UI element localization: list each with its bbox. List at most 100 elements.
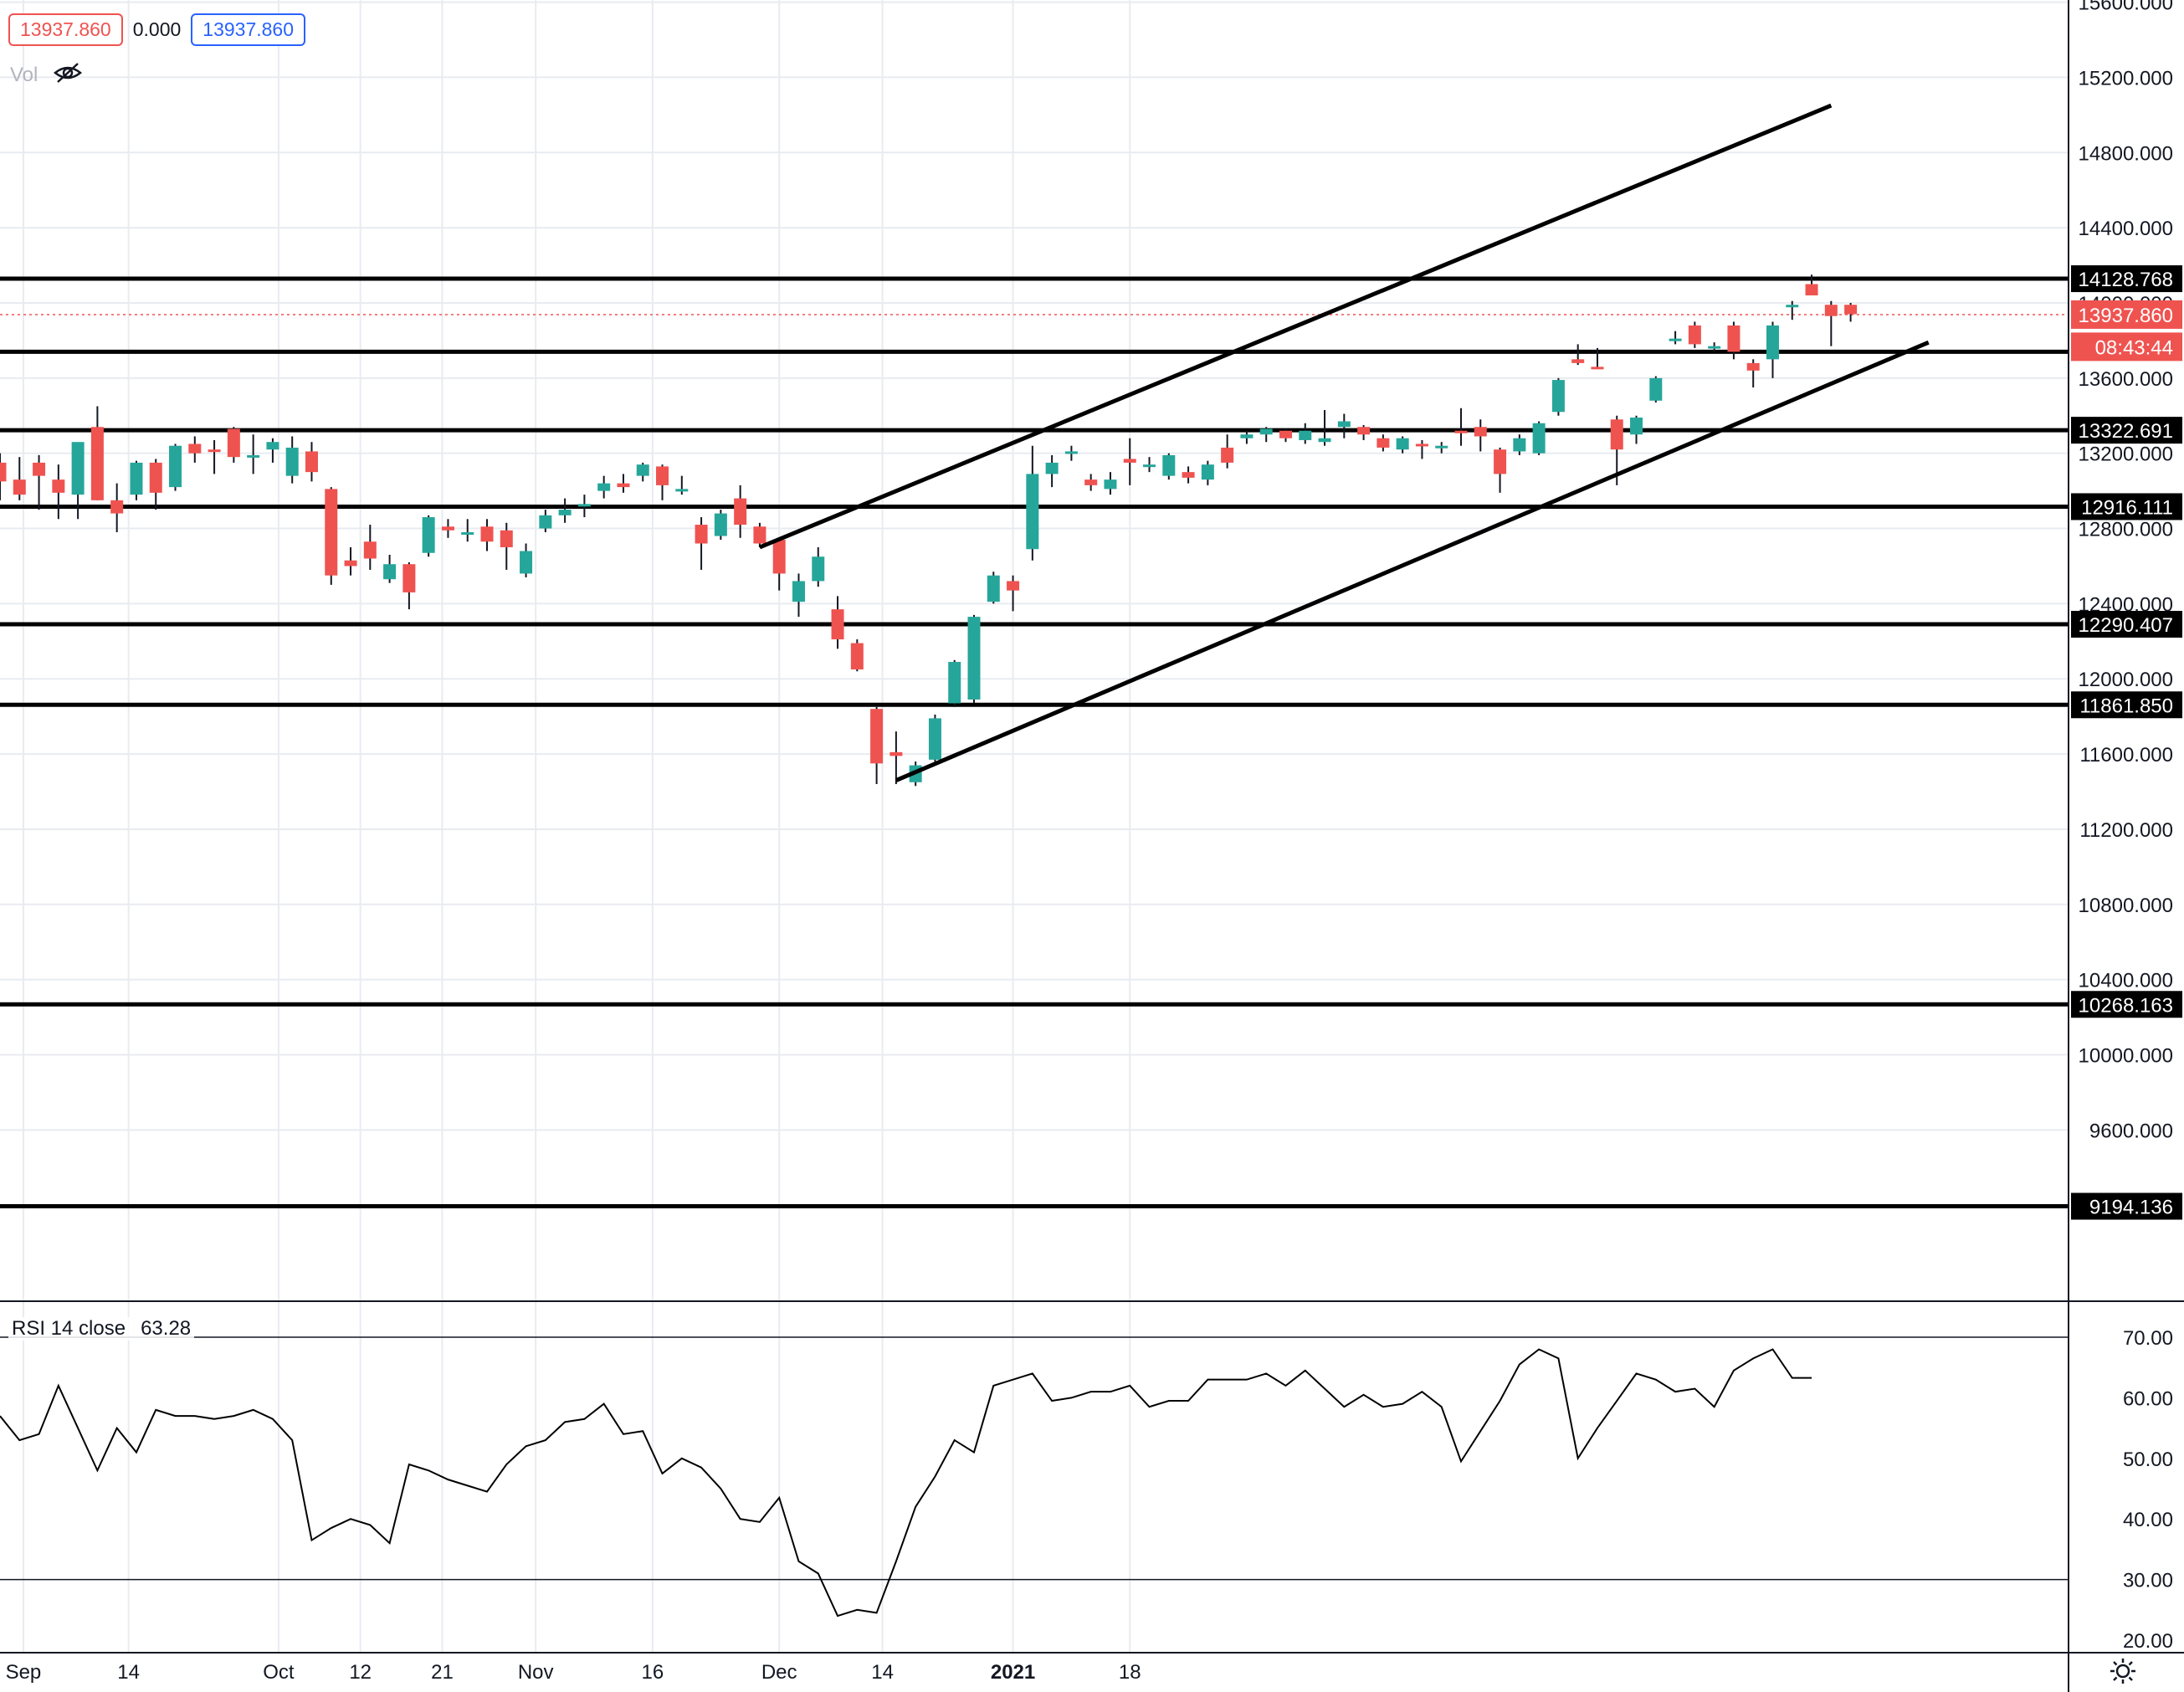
candle — [1532, 421, 1546, 455]
candle — [363, 525, 377, 570]
candle — [967, 614, 981, 704]
candle — [305, 442, 318, 482]
candle-body — [1143, 464, 1156, 468]
candle — [636, 462, 649, 482]
candle-body — [1182, 472, 1195, 478]
candle-body — [71, 442, 85, 495]
candle — [831, 596, 844, 649]
candle-body — [889, 751, 903, 756]
level-price-label: 14128.768 — [2079, 269, 2173, 291]
candle — [344, 546, 357, 576]
price-tick-label: 10800.000 — [2079, 895, 2173, 917]
candle — [1279, 428, 1292, 443]
candle — [1824, 300, 1838, 346]
candle — [1571, 344, 1585, 366]
candle-body — [558, 510, 572, 515]
candle-body — [422, 517, 435, 553]
level-price-label: 10268.163 — [2079, 994, 2173, 1017]
candle — [889, 731, 903, 785]
candle — [577, 495, 591, 518]
candle — [285, 436, 299, 484]
level-price-label: 13322.691 — [2079, 420, 2173, 443]
candle — [1454, 408, 1468, 446]
horizontal-levels[interactable] — [0, 276, 2069, 1209]
candle — [1007, 575, 1020, 612]
candle-body — [714, 513, 727, 536]
candle-body — [1688, 325, 1701, 345]
candle — [850, 639, 864, 672]
candle — [1240, 430, 1253, 444]
level-price-label: 12290.407 — [2079, 614, 2173, 637]
candle-body — [1824, 305, 1838, 316]
candle-body — [1318, 438, 1331, 443]
candle-body — [1766, 325, 1779, 360]
candle — [520, 543, 533, 577]
candle — [402, 561, 416, 610]
candle-body — [928, 718, 941, 760]
candle — [266, 438, 279, 463]
rsi-indicator-label: RSI 14 close — [12, 1317, 126, 1340]
candle — [1844, 302, 1858, 322]
candle — [71, 442, 85, 520]
candle — [90, 406, 104, 500]
candle — [987, 572, 1000, 604]
price-tick-label: 10400.000 — [2079, 970, 2173, 992]
candle — [1396, 436, 1409, 454]
volume-legend: Vol — [10, 62, 83, 88]
candle — [227, 427, 240, 463]
candle — [1727, 321, 1741, 360]
candle — [656, 464, 669, 500]
candle-body — [539, 515, 552, 529]
candle-body — [0, 462, 7, 482]
trend-channel-line — [758, 103, 1833, 550]
candlestick-series — [0, 274, 1858, 787]
time-tick-label: 16 — [642, 1661, 664, 1684]
candle-body — [967, 617, 981, 700]
settings-gear-icon[interactable] — [2109, 1657, 2137, 1689]
close-value-box: 13937.860 — [191, 13, 306, 46]
time-tick-label: 18 — [1119, 1661, 1141, 1684]
candle — [1708, 342, 1721, 352]
candle — [1805, 274, 1818, 295]
rsi-tick-label: 20.00 — [2123, 1630, 2173, 1653]
eye-crossed-icon[interactable] — [53, 62, 83, 88]
candle-body — [987, 575, 1000, 602]
candle — [734, 485, 747, 538]
candle-body — [1123, 459, 1136, 463]
candle — [13, 457, 26, 500]
candle-body — [1026, 474, 1039, 550]
candle — [1182, 466, 1195, 484]
price-tick-label: 15200.000 — [2079, 67, 2173, 90]
candle — [500, 522, 513, 570]
candle-body — [656, 466, 669, 485]
candle — [1064, 445, 1078, 461]
candle-body — [812, 556, 825, 582]
rsi-indicator-value: 63.28 — [141, 1317, 192, 1340]
candle-body — [1045, 462, 1059, 474]
candle — [695, 517, 708, 570]
candle — [1766, 321, 1779, 378]
candle — [1688, 321, 1701, 348]
candle — [480, 519, 494, 551]
candle — [812, 546, 825, 587]
candle — [753, 522, 766, 547]
candle — [130, 460, 143, 500]
candle — [1669, 331, 1682, 345]
candle-body — [325, 489, 338, 576]
candle-body — [149, 462, 162, 493]
level-price-label: 11861.850 — [2079, 695, 2173, 717]
candle-body — [1454, 430, 1468, 433]
candle-body — [520, 551, 533, 574]
candle-body — [1396, 438, 1409, 450]
candle-body — [577, 504, 591, 507]
candle-body — [1630, 418, 1643, 435]
time-tick-label: Nov — [518, 1661, 554, 1684]
candle-body — [363, 541, 377, 559]
candle — [539, 510, 552, 533]
candle-body — [461, 532, 474, 536]
candle — [1786, 300, 1799, 320]
candle-body — [1357, 427, 1371, 435]
trend-lines[interactable] — [758, 103, 1930, 782]
candle-body — [1084, 479, 1098, 485]
